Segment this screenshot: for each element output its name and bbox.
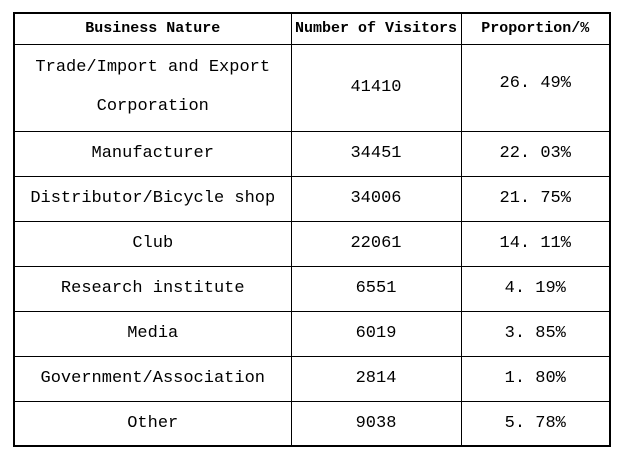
table-header-row: Business Nature Number of Visitors Propo… bbox=[13, 12, 611, 45]
column-header-number-of-visitors: Number of Visitors bbox=[290, 12, 462, 45]
proportion-cell: 5. 78% bbox=[460, 400, 611, 447]
table-row: Manufacturer 34451 22. 03% bbox=[13, 130, 611, 177]
proportion-cell: 4. 19% bbox=[460, 265, 611, 312]
business-line-2: Corporation bbox=[96, 97, 209, 116]
business-cell: Club bbox=[13, 220, 292, 267]
proportion-cell: 26. 49% bbox=[460, 43, 611, 132]
business-cell: Trade/Import and Export Corporation bbox=[13, 43, 292, 132]
visitors-cell: 41410 bbox=[290, 43, 462, 132]
proportion-cell: 3. 85% bbox=[460, 310, 611, 357]
business-cell: Government/Association bbox=[13, 355, 292, 402]
table-row: Other 9038 5. 78% bbox=[13, 400, 611, 447]
table-row: Government/Association 2814 1. 80% bbox=[13, 355, 611, 402]
visitors-cell: 9038 bbox=[290, 400, 462, 447]
business-line-1: Trade/Import and Export bbox=[35, 58, 271, 77]
table-row: Distributor/Bicycle shop 34006 21. 75% bbox=[13, 175, 611, 222]
business-cell: Research institute bbox=[13, 265, 292, 312]
proportion-cell: 14. 11% bbox=[460, 220, 611, 267]
proportion-value: 26. 49% bbox=[499, 73, 571, 93]
table-row: Trade/Import and Export Corporation 4141… bbox=[13, 43, 611, 132]
proportion-cell: 1. 80% bbox=[460, 355, 611, 402]
business-cell: Media bbox=[13, 310, 292, 357]
table-row: Club 22061 14. 11% bbox=[13, 220, 611, 267]
visitors-cell: 6019 bbox=[290, 310, 462, 357]
table-row: Research institute 6551 4. 19% bbox=[13, 265, 611, 312]
visitors-cell: 34451 bbox=[290, 130, 462, 177]
visitors-cell: 6551 bbox=[290, 265, 462, 312]
visitors-table: Business Nature Number of Visitors Propo… bbox=[13, 12, 611, 447]
visitors-cell: 2814 bbox=[290, 355, 462, 402]
business-cell: Other bbox=[13, 400, 292, 447]
proportion-cell: 21. 75% bbox=[460, 175, 611, 222]
visitors-cell: 22061 bbox=[290, 220, 462, 267]
table-row: Media 6019 3. 85% bbox=[13, 310, 611, 357]
column-header-business-nature: Business Nature bbox=[13, 12, 292, 45]
visitors-cell: 34006 bbox=[290, 175, 462, 222]
business-cell: Manufacturer bbox=[13, 130, 292, 177]
proportion-cell: 22. 03% bbox=[460, 130, 611, 177]
column-header-proportion: Proportion/% bbox=[460, 12, 611, 45]
business-cell: Distributor/Bicycle shop bbox=[13, 175, 292, 222]
